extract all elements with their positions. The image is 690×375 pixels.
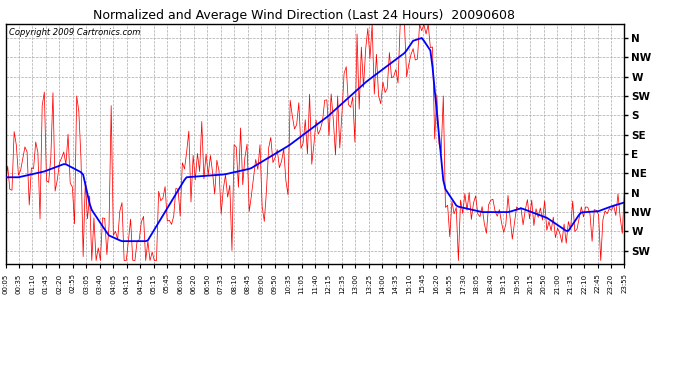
Text: Copyright 2009 Cartronics.com: Copyright 2009 Cartronics.com [8, 28, 140, 37]
Text: Normalized and Average Wind Direction (Last 24 Hours)  20090608: Normalized and Average Wind Direction (L… [92, 9, 515, 22]
